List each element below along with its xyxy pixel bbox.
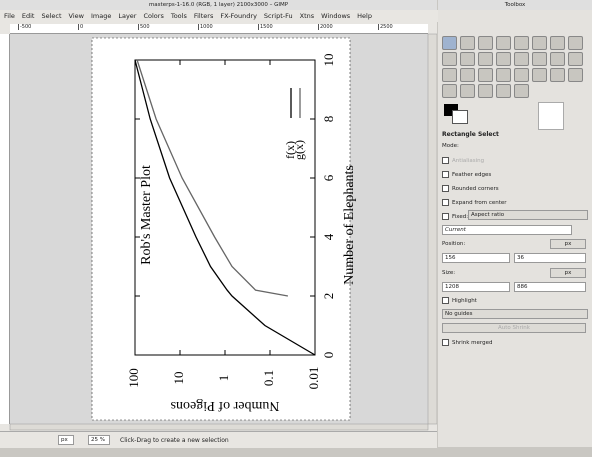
- label: Rounded corners: [452, 186, 499, 192]
- size-unit[interactable]: px: [550, 268, 586, 278]
- label: Highlight: [452, 298, 477, 304]
- zoom-select[interactable]: 25 %: [88, 435, 110, 445]
- x-axis-label: Number of Elephants: [342, 165, 357, 285]
- fixed-check[interactable]: Fixed:: [442, 213, 468, 220]
- toolbox-title: Toolbox: [438, 0, 592, 10]
- y-tick-label: 0.01: [306, 367, 321, 390]
- mode-label: Mode:: [442, 143, 459, 149]
- tool-button[interactable]: [532, 68, 547, 82]
- auto-shrink-button[interactable]: Auto Shrink: [442, 323, 586, 333]
- tool-button[interactable]: [550, 52, 565, 66]
- tool-button[interactable]: [478, 68, 493, 82]
- canvas: 02468101001010.10.01f(x)g(x)Rob's Master…: [0, 0, 437, 447]
- image-page: [92, 38, 350, 420]
- brush-preview[interactable]: [538, 102, 564, 130]
- guides-select[interactable]: No guides: [442, 309, 588, 319]
- x-tick-label: 10: [321, 54, 336, 67]
- tool-grid: [442, 36, 588, 100]
- feather-check[interactable]: Feather edges: [442, 171, 491, 178]
- status-bar: px 25 % Click-Drag to create a new selec…: [0, 431, 437, 448]
- size-w[interactable]: 1208: [442, 282, 510, 292]
- y-tick-label: 100: [126, 368, 141, 388]
- highlight-check[interactable]: Highlight: [442, 297, 477, 304]
- tool-button[interactable]: [496, 68, 511, 82]
- antialias-check[interactable]: Antialiasing: [442, 157, 484, 164]
- v-scrollbar[interactable]: [428, 34, 437, 424]
- legend-label: g(x): [292, 140, 306, 160]
- label: Antialiasing: [452, 158, 484, 164]
- tool-button[interactable]: [514, 84, 529, 98]
- tool-button[interactable]: [568, 68, 583, 82]
- tool-button[interactable]: [568, 36, 583, 50]
- expand-check[interactable]: Expand from center: [442, 199, 507, 206]
- tool-button[interactable]: [442, 84, 457, 98]
- tool-button[interactable]: [460, 68, 475, 82]
- tool-button[interactable]: [442, 36, 457, 50]
- tool-button[interactable]: [460, 36, 475, 50]
- label: Expand from center: [452, 200, 507, 206]
- x-tick-label: 2: [321, 293, 336, 300]
- position-label: Position:: [442, 241, 465, 247]
- tool-button[interactable]: [442, 52, 457, 66]
- x-tick-label: 0: [321, 352, 336, 359]
- y-axis-label: Number of Pigeons: [171, 398, 280, 413]
- fixed-select[interactable]: Aspect ratio: [468, 210, 588, 220]
- label: Feather edges: [452, 172, 491, 178]
- position-x[interactable]: 156: [442, 253, 510, 263]
- image-window: masterps-1-16.0 (RGB, 1 layer) 2100x3000…: [0, 0, 437, 447]
- x-tick-label: 4: [321, 233, 336, 240]
- position-y[interactable]: 36: [514, 253, 586, 263]
- position-unit[interactable]: px: [550, 239, 586, 249]
- bg-color[interactable]: [452, 110, 468, 124]
- tool-button[interactable]: [478, 52, 493, 66]
- tool-button[interactable]: [496, 36, 511, 50]
- tool-button[interactable]: [496, 84, 511, 98]
- y-tick-label: 1: [216, 375, 231, 382]
- status-message: Click-Drag to create a new selection: [120, 437, 229, 444]
- tool-button[interactable]: [496, 52, 511, 66]
- chart-title: Rob's Master Plot: [139, 165, 154, 265]
- tool-button[interactable]: [550, 68, 565, 82]
- tool-button[interactable]: [550, 36, 565, 50]
- tool-button[interactable]: [532, 52, 547, 66]
- tool-button[interactable]: [460, 52, 475, 66]
- tool-button[interactable]: [460, 84, 475, 98]
- y-tick-label: 10: [171, 372, 186, 385]
- tool-button[interactable]: [514, 68, 529, 82]
- toolbox: Toolbox Rectangle Select Mode: Antialias…: [438, 0, 592, 447]
- unit-select[interactable]: px: [58, 435, 74, 445]
- rounded-check[interactable]: Rounded corners: [442, 185, 499, 192]
- tool-button[interactable]: [514, 36, 529, 50]
- shrink-merged-check[interactable]: Shrink merged: [442, 339, 492, 346]
- tool-button[interactable]: [514, 52, 529, 66]
- size-h[interactable]: 886: [514, 282, 586, 292]
- fixed-entry[interactable]: Current: [442, 225, 572, 235]
- tool-name: Rectangle Select: [442, 131, 499, 138]
- label: Shrink merged: [452, 340, 492, 346]
- tool-button[interactable]: [442, 68, 457, 82]
- h-scrollbar[interactable]: [10, 424, 428, 430]
- tool-button[interactable]: [568, 52, 583, 66]
- tool-button[interactable]: [478, 84, 493, 98]
- x-tick-label: 6: [321, 174, 336, 181]
- y-tick-label: 0.1: [261, 370, 276, 386]
- tool-button[interactable]: [532, 36, 547, 50]
- label: Fixed:: [452, 214, 468, 220]
- x-tick-label: 8: [321, 116, 336, 123]
- size-label: Size:: [442, 270, 455, 276]
- tool-button[interactable]: [478, 36, 493, 50]
- screen: masterps-1-16.0 (RGB, 1 layer) 2100x3000…: [0, 0, 592, 457]
